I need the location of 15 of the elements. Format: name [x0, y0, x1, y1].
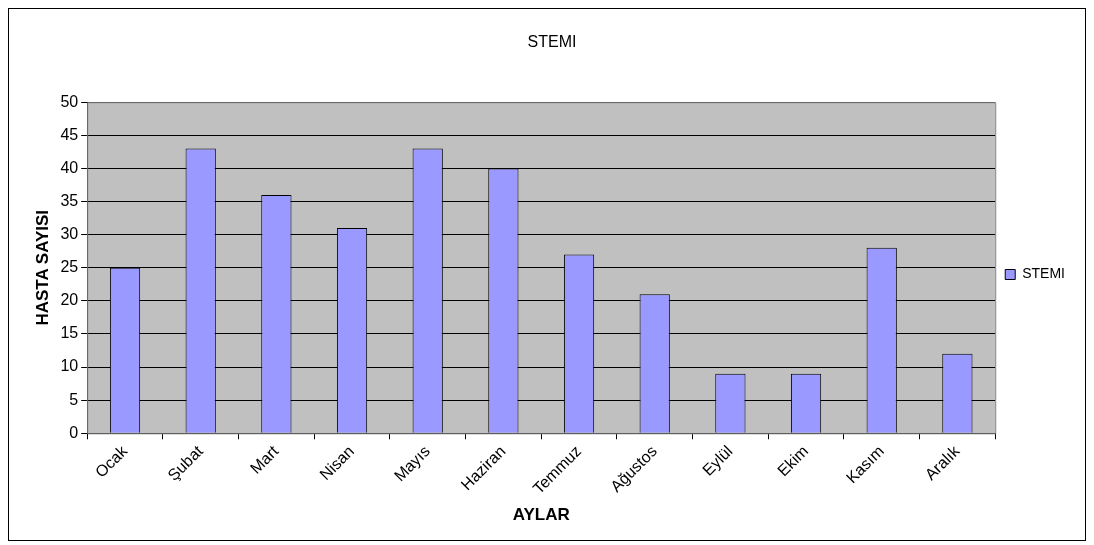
y-tick-label: 30 [60, 225, 79, 243]
y-tick-label: 5 [69, 390, 79, 408]
y-tick-label: 15 [60, 324, 79, 342]
y-tick-label: 50 [60, 92, 79, 110]
y-tick-label: 10 [60, 357, 79, 375]
x-axis-title: AYLAR [512, 505, 570, 525]
y-tick-label: 40 [60, 158, 79, 176]
y-tick-label: 45 [60, 125, 79, 143]
y-axis-title: HASTA SAYISI [32, 209, 52, 326]
legend-label: STEMI [1022, 265, 1065, 282]
y-tick-label: 35 [60, 191, 79, 209]
chart-title: STEMI [527, 33, 577, 51]
y-tick-label: 20 [60, 291, 79, 309]
y-tick-label: 0 [69, 423, 79, 441]
y-tick-label: 25 [60, 258, 79, 276]
